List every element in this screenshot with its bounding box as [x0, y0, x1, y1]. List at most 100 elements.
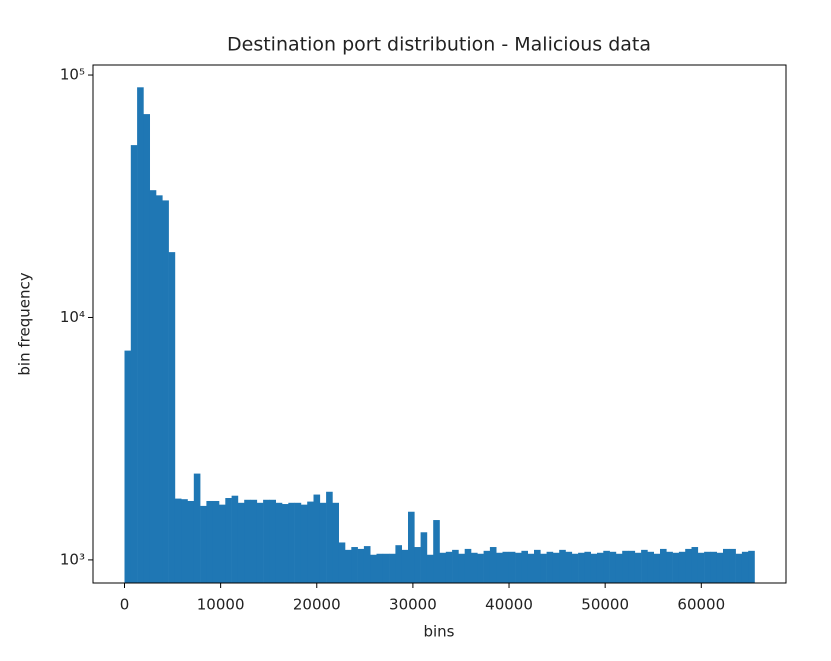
bar: [722, 548, 730, 583]
bar: [420, 532, 428, 583]
bar: [313, 494, 321, 583]
bar: [678, 551, 686, 583]
bar: [376, 553, 384, 583]
x-tick-label: 50000: [581, 596, 629, 614]
bar: [231, 495, 239, 583]
bar: [187, 500, 195, 583]
bar: [200, 505, 207, 583]
bar: [666, 551, 673, 583]
bar: [470, 552, 478, 583]
bar: [363, 546, 371, 583]
bar: [615, 553, 623, 583]
bar: [559, 549, 566, 583]
bar: [275, 502, 283, 583]
bar: [162, 200, 169, 583]
bar: [212, 500, 220, 583]
bar: [401, 549, 409, 583]
x-tick-label: 30000: [389, 596, 437, 614]
bar: [521, 550, 528, 583]
bar: [206, 500, 214, 583]
bar: [628, 550, 636, 583]
bar: [181, 499, 188, 583]
bar: [244, 499, 251, 583]
bar: [282, 504, 289, 583]
bar: [130, 145, 138, 583]
bar: [647, 551, 654, 583]
bar: [269, 499, 277, 583]
bar: [294, 502, 302, 583]
bar: [426, 554, 434, 583]
bar: [332, 502, 340, 583]
bar: [168, 252, 176, 584]
bar: [193, 473, 201, 583]
y-tick-label: 10⁴: [60, 308, 85, 326]
bar: [590, 553, 598, 583]
bar: [653, 553, 661, 583]
bar: [458, 553, 465, 583]
bar: [351, 547, 358, 583]
bar: [697, 552, 705, 583]
bar: [319, 502, 327, 583]
bar: [483, 550, 491, 583]
bar: [370, 554, 377, 583]
x-tick-label: 10000: [197, 596, 245, 614]
x-tick-label: 0: [120, 596, 130, 614]
bar: [716, 552, 724, 583]
bar: [527, 553, 535, 583]
bar: [641, 549, 648, 583]
bar: [578, 552, 585, 583]
y-tick-label: 10⁵: [60, 66, 85, 84]
bar: [263, 499, 270, 583]
bar: [225, 498, 232, 583]
bar: [389, 553, 396, 583]
bar: [174, 498, 182, 583]
bar: [464, 548, 472, 583]
bar: [735, 553, 743, 583]
bar: [414, 547, 421, 583]
x-tick-label: 20000: [293, 596, 341, 614]
x-tick-label: 40000: [485, 596, 533, 614]
chart-title: Destination port distribution - Maliciou…: [227, 34, 651, 56]
y-axis-label: bin frequency: [16, 272, 34, 375]
bar: [596, 552, 604, 583]
y-tick-label: 10³: [60, 550, 85, 568]
bar: [338, 542, 346, 583]
bar: [489, 547, 497, 583]
x-tick-label: 60000: [677, 596, 725, 614]
bar: [729, 548, 736, 583]
bar: [395, 545, 403, 583]
bar: [659, 548, 667, 583]
bar: [149, 190, 157, 583]
bar: [502, 551, 510, 583]
bar: [445, 551, 453, 583]
bar: [300, 504, 308, 583]
bar: [540, 553, 547, 583]
bar: [250, 499, 258, 583]
bar: [345, 549, 352, 583]
bar: [124, 350, 132, 583]
bar: [515, 552, 522, 583]
bar: [357, 548, 365, 583]
bar: [237, 502, 245, 583]
bar: [609, 551, 617, 583]
bar: [748, 550, 755, 583]
bar: [571, 553, 579, 583]
bar: [741, 551, 749, 583]
bar: [546, 551, 554, 583]
bar: [326, 491, 333, 583]
bar: [710, 551, 717, 583]
bar: [685, 548, 692, 583]
bar: [433, 520, 440, 583]
bar: [452, 549, 459, 583]
bar: [156, 195, 163, 583]
bar: [552, 552, 560, 583]
bar: [143, 114, 151, 583]
plot-frame: [92, 64, 787, 584]
bar: [307, 501, 314, 583]
bar: [477, 553, 484, 583]
bar: [533, 549, 541, 583]
x-axis-label: bins: [423, 623, 454, 641]
bar: [219, 504, 226, 583]
bar: [408, 511, 415, 583]
bar: [382, 553, 390, 583]
